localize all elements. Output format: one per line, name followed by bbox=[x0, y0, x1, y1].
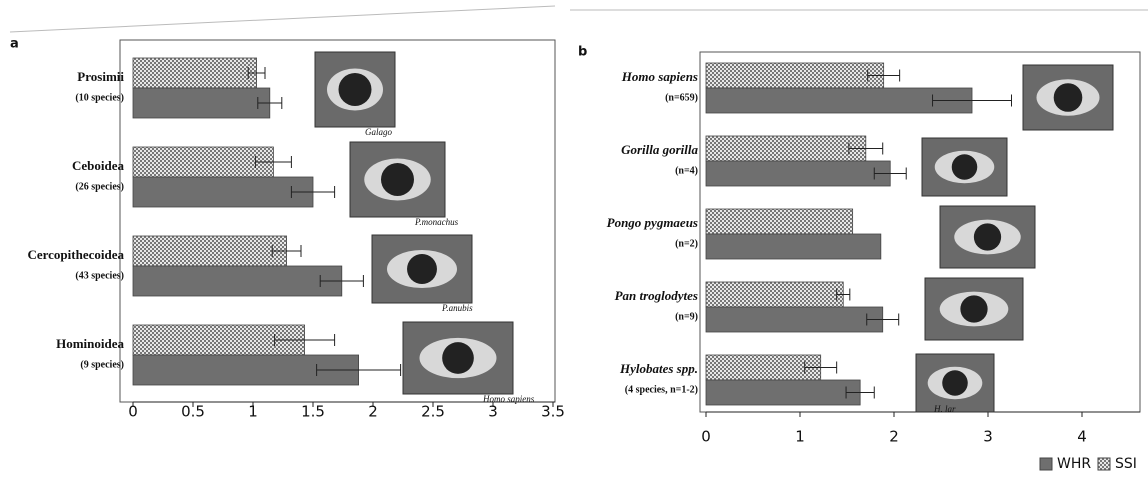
bar bbox=[706, 234, 881, 259]
category-label: Cercopithecoidea bbox=[27, 247, 124, 262]
category-label: Hominoidea bbox=[56, 336, 124, 351]
category-sublabel: (n=2) bbox=[675, 238, 698, 249]
bar bbox=[133, 236, 287, 266]
category-label: Ceboidea bbox=[72, 158, 125, 173]
photo-caption: H. lar bbox=[933, 404, 956, 414]
bar bbox=[706, 282, 843, 307]
bar bbox=[133, 147, 273, 177]
bar bbox=[706, 209, 853, 234]
x-tick-label: 3 bbox=[488, 403, 498, 421]
category-label: Prosimii bbox=[77, 69, 124, 84]
eye-photo-iris bbox=[942, 370, 968, 396]
category-label: Pongo pygmaeus bbox=[607, 215, 698, 230]
x-tick-label: 3.5 bbox=[541, 403, 565, 421]
bar bbox=[706, 307, 883, 332]
category-label: Gorilla gorilla bbox=[621, 142, 698, 157]
x-tick-label: 1 bbox=[248, 403, 258, 421]
x-tick-label: 2 bbox=[368, 403, 378, 421]
category-sublabel: (26 species) bbox=[75, 181, 124, 192]
category-sublabel: (n=9) bbox=[675, 311, 698, 322]
x-tick-label: 1.5 bbox=[301, 403, 325, 421]
x-tick-label: 3 bbox=[983, 428, 993, 446]
eye-photo-iris bbox=[960, 295, 987, 322]
bar bbox=[706, 63, 884, 88]
bar bbox=[706, 136, 866, 161]
bar bbox=[133, 177, 313, 207]
legend-label: WHR bbox=[1057, 456, 1091, 472]
x-tick-label: 4 bbox=[1077, 428, 1087, 446]
eye-photo-iris bbox=[952, 154, 978, 180]
panel-label: a bbox=[10, 37, 19, 52]
eye-photo-iris bbox=[974, 223, 1001, 250]
photo-caption: Galago bbox=[365, 127, 393, 137]
bar bbox=[133, 58, 257, 88]
eye-photo-iris bbox=[339, 73, 372, 106]
category-sublabel: (43 species) bbox=[75, 270, 124, 281]
eye-photo-iris bbox=[381, 163, 414, 196]
x-tick-label: 2 bbox=[889, 428, 899, 446]
x-tick-label: 0 bbox=[128, 403, 138, 421]
eye-photo-iris bbox=[1054, 83, 1083, 112]
x-tick-label: 1 bbox=[795, 428, 805, 446]
category-sublabel: (4 species, n=1-2) bbox=[625, 384, 698, 395]
bar bbox=[706, 161, 890, 186]
bar bbox=[706, 355, 821, 380]
legend-swatch bbox=[1040, 458, 1052, 470]
category-sublabel: (9 species) bbox=[80, 359, 124, 370]
x-tick-label: 0.5 bbox=[181, 403, 205, 421]
bar bbox=[133, 88, 270, 118]
category-label: Hylobates spp. bbox=[619, 361, 698, 376]
category-sublabel: (n=4) bbox=[675, 165, 698, 176]
bar bbox=[133, 266, 342, 296]
category-sublabel: (n=659) bbox=[665, 92, 698, 103]
legend-label: SSI bbox=[1115, 456, 1137, 472]
photo-caption: P.monachus bbox=[414, 217, 459, 227]
legend-swatch bbox=[1098, 458, 1110, 470]
x-tick-label: 2.5 bbox=[421, 403, 445, 421]
x-tick-label: 0 bbox=[701, 428, 711, 446]
eye-photo-iris bbox=[407, 254, 437, 284]
panel-label: b bbox=[578, 45, 587, 60]
photo-caption: P.anubis bbox=[441, 303, 473, 313]
category-label: Homo sapiens bbox=[621, 69, 698, 84]
category-label: Pan troglodytes bbox=[615, 288, 698, 303]
scan-edge bbox=[10, 6, 555, 32]
photo-caption: Homo sapiens bbox=[482, 394, 535, 404]
eye-photo-iris bbox=[442, 342, 474, 374]
category-sublabel: (10 species) bbox=[75, 92, 124, 103]
figure: a 0 0.5 1 1.5 2 2.5 3 3.5 Galago Prosimii (10 speci… bbox=[0, 0, 1148, 477]
bar bbox=[706, 380, 860, 405]
